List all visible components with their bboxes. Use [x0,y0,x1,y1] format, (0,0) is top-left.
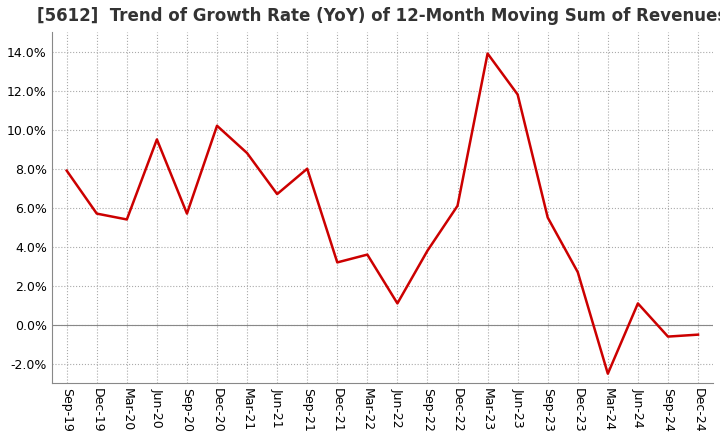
Title: [5612]  Trend of Growth Rate (YoY) of 12-Month Moving Sum of Revenues: [5612] Trend of Growth Rate (YoY) of 12-… [37,7,720,25]
